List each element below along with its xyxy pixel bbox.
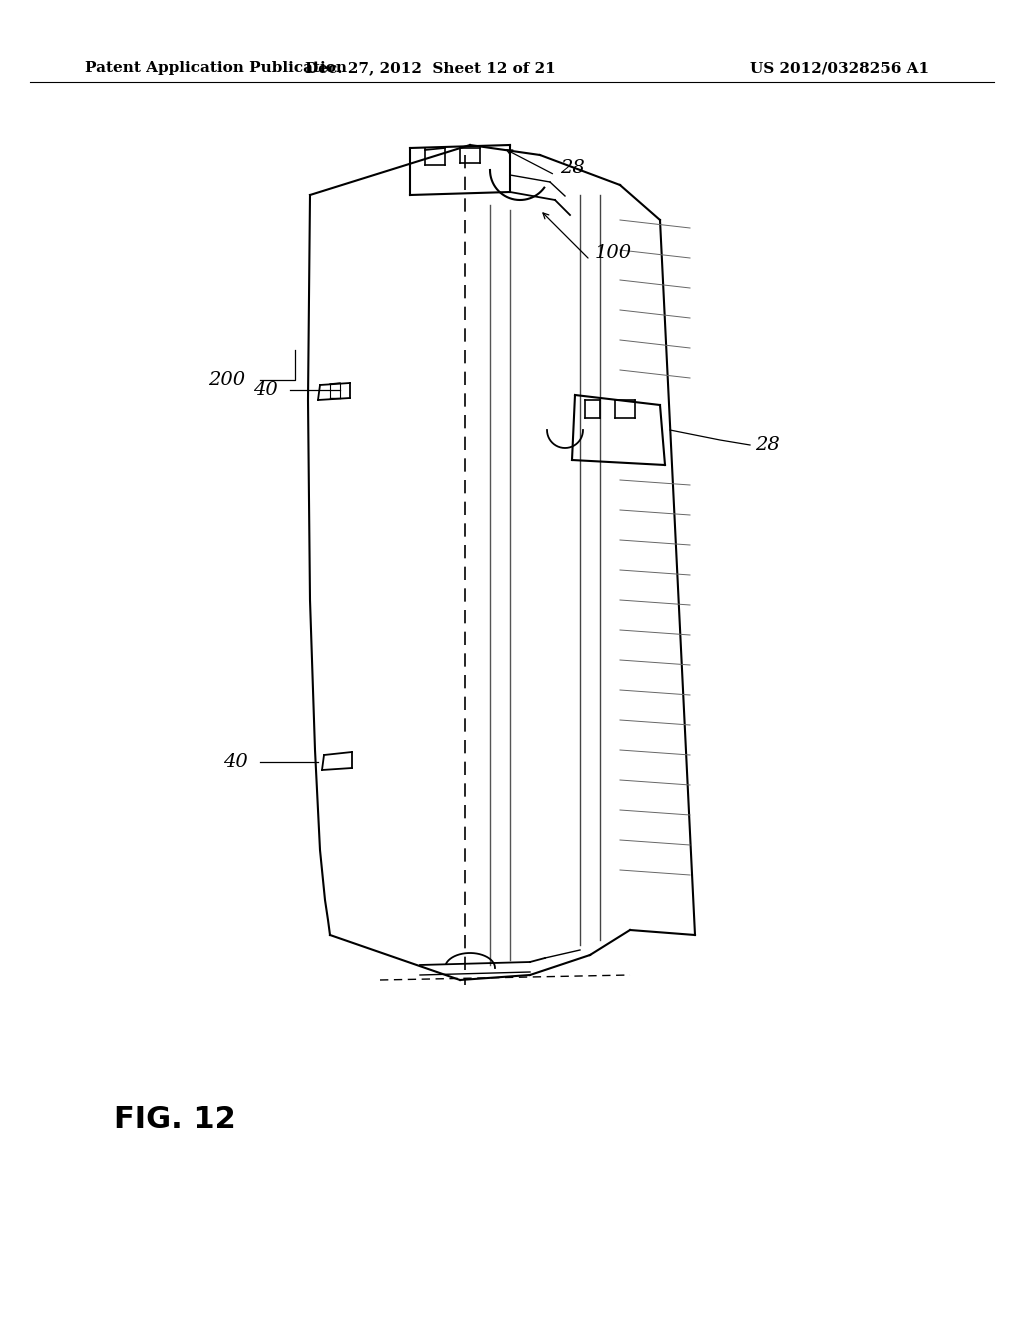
Text: 28: 28 (755, 436, 779, 454)
Text: 40: 40 (253, 381, 278, 399)
Text: Patent Application Publication: Patent Application Publication (85, 61, 347, 75)
Text: US 2012/0328256 A1: US 2012/0328256 A1 (750, 61, 929, 75)
Text: FIG. 12: FIG. 12 (114, 1106, 236, 1134)
Text: Dec. 27, 2012  Sheet 12 of 21: Dec. 27, 2012 Sheet 12 of 21 (304, 61, 555, 75)
Text: 28: 28 (560, 158, 585, 177)
Text: 200: 200 (208, 371, 245, 389)
Text: 100: 100 (595, 244, 632, 261)
Text: 40: 40 (223, 752, 248, 771)
